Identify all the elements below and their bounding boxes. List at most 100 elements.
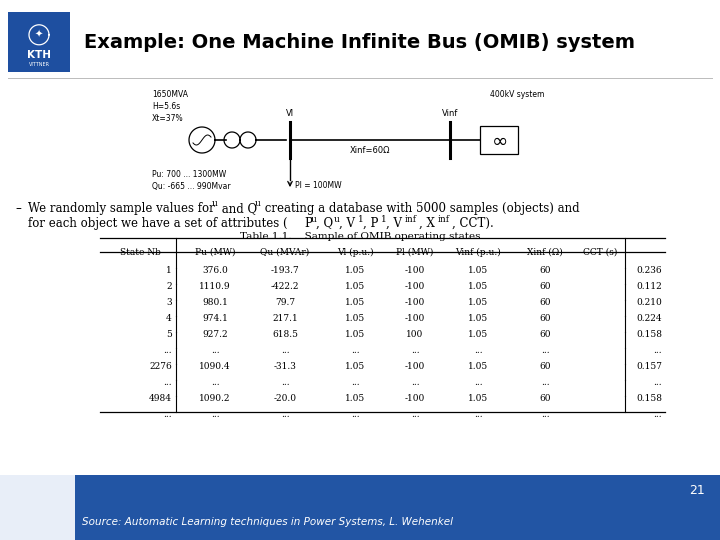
Text: 1.05: 1.05 <box>468 266 488 275</box>
Text: 60: 60 <box>539 362 551 371</box>
Text: 1.05: 1.05 <box>345 314 365 323</box>
Text: ...: ... <box>211 346 220 355</box>
Text: , CCT).: , CCT). <box>452 217 494 230</box>
Text: ...: ... <box>474 346 482 355</box>
Text: 980.1: 980.1 <box>202 298 228 307</box>
Text: 60: 60 <box>539 266 551 275</box>
FancyBboxPatch shape <box>8 12 70 72</box>
Text: KTH: KTH <box>27 50 51 60</box>
Text: ✦: ✦ <box>35 30 43 40</box>
Text: ...: ... <box>281 378 289 387</box>
Text: 1110.9: 1110.9 <box>199 282 231 291</box>
Text: CCT (s): CCT (s) <box>582 248 617 257</box>
Text: 79.7: 79.7 <box>275 298 295 307</box>
Text: -100: -100 <box>405 394 425 403</box>
Text: 2276: 2276 <box>149 362 172 371</box>
Text: ...: ... <box>541 346 549 355</box>
Text: 0.112: 0.112 <box>636 282 662 291</box>
Text: u: u <box>334 214 340 224</box>
Text: Example: One Machine Infinite Bus (OMIB) system: Example: One Machine Infinite Bus (OMIB)… <box>84 33 635 52</box>
Text: -100: -100 <box>405 298 425 307</box>
Text: Qu (MVAr): Qu (MVAr) <box>261 248 310 257</box>
Text: ...: ... <box>281 410 289 419</box>
Text: 974.1: 974.1 <box>202 314 228 323</box>
Text: 927.2: 927.2 <box>202 330 228 339</box>
Text: ...: ... <box>410 346 419 355</box>
Text: ...: ... <box>281 346 289 355</box>
Text: ...: ... <box>653 410 662 419</box>
Text: Vl: Vl <box>286 109 294 118</box>
Text: -422.2: -422.2 <box>271 282 300 291</box>
Text: VITTNER: VITTNER <box>29 62 50 67</box>
Text: 0.210: 0.210 <box>636 298 662 307</box>
Text: State Nb: State Nb <box>120 248 161 257</box>
Text: 1.05: 1.05 <box>345 266 365 275</box>
Text: -20.0: -20.0 <box>274 394 297 403</box>
Text: ...: ... <box>653 346 662 355</box>
Text: , Q: , Q <box>315 217 333 230</box>
Text: ...: ... <box>410 410 419 419</box>
Text: 60: 60 <box>539 314 551 323</box>
Text: Pu (MW): Pu (MW) <box>194 248 235 257</box>
Text: 1: 1 <box>381 214 387 224</box>
Text: 0.236: 0.236 <box>636 266 662 275</box>
Text: Xinf (Ω): Xinf (Ω) <box>527 248 563 257</box>
Text: creating a database with 5000 samples (objects) and: creating a database with 5000 samples (o… <box>261 202 580 215</box>
Text: ...: ... <box>653 378 662 387</box>
Text: 2: 2 <box>166 282 172 291</box>
Text: ...: ... <box>474 410 482 419</box>
Text: 60: 60 <box>539 394 551 403</box>
Text: -100: -100 <box>405 282 425 291</box>
Text: ...: ... <box>163 346 172 355</box>
Text: u: u <box>310 214 316 224</box>
Text: 1.05: 1.05 <box>468 362 488 371</box>
Text: 60: 60 <box>539 298 551 307</box>
Text: 1.05: 1.05 <box>345 394 365 403</box>
Text: ...: ... <box>351 410 359 419</box>
Text: u: u <box>255 199 261 208</box>
Text: P: P <box>305 217 312 230</box>
Text: 1: 1 <box>358 214 364 224</box>
Text: ...: ... <box>163 410 172 419</box>
Text: , P: , P <box>363 217 378 230</box>
FancyBboxPatch shape <box>0 475 75 540</box>
Text: 1: 1 <box>166 266 172 275</box>
Text: 217.1: 217.1 <box>272 314 298 323</box>
Text: 1.05: 1.05 <box>345 298 365 307</box>
Text: -31.3: -31.3 <box>274 362 297 371</box>
Text: u: u <box>212 199 218 208</box>
Text: Pl (MW): Pl (MW) <box>396 248 433 257</box>
Text: -100: -100 <box>405 362 425 371</box>
Text: -100: -100 <box>405 314 425 323</box>
Text: 0.157: 0.157 <box>636 362 662 371</box>
Text: 1.05: 1.05 <box>468 394 488 403</box>
Text: , X: , X <box>420 217 436 230</box>
Text: Vinf: Vinf <box>442 109 458 118</box>
FancyBboxPatch shape <box>0 475 720 540</box>
Text: 0.158: 0.158 <box>636 394 662 403</box>
Text: inf: inf <box>405 214 417 224</box>
Text: ...: ... <box>351 378 359 387</box>
Text: $\infty$: $\infty$ <box>491 131 507 150</box>
Text: 1.05: 1.05 <box>468 314 488 323</box>
Text: ...: ... <box>211 378 220 387</box>
Text: , V: , V <box>339 217 355 230</box>
Text: Xinf=60Ω: Xinf=60Ω <box>350 146 390 155</box>
Text: We randomly sample values for: We randomly sample values for <box>28 202 218 215</box>
Text: -193.7: -193.7 <box>271 266 300 275</box>
Text: ...: ... <box>410 378 419 387</box>
Text: ...: ... <box>541 378 549 387</box>
Text: 4984: 4984 <box>149 394 172 403</box>
Text: for each object we have a set of attributes (: for each object we have a set of attribu… <box>28 217 287 230</box>
Text: 400kV system: 400kV system <box>490 90 544 99</box>
Text: inf: inf <box>438 214 450 224</box>
Text: Pu: 700 ... 1300MW
Qu: -665 ... 990Mvar: Pu: 700 ... 1300MW Qu: -665 ... 990Mvar <box>152 170 230 191</box>
Text: 1090.2: 1090.2 <box>199 394 230 403</box>
Text: 618.5: 618.5 <box>272 330 298 339</box>
Text: 0.224: 0.224 <box>636 314 662 323</box>
Text: Vinf (p.u.): Vinf (p.u.) <box>455 248 501 257</box>
Text: 21: 21 <box>689 483 705 496</box>
Text: 60: 60 <box>539 330 551 339</box>
Text: ...: ... <box>474 378 482 387</box>
FancyBboxPatch shape <box>480 126 518 154</box>
